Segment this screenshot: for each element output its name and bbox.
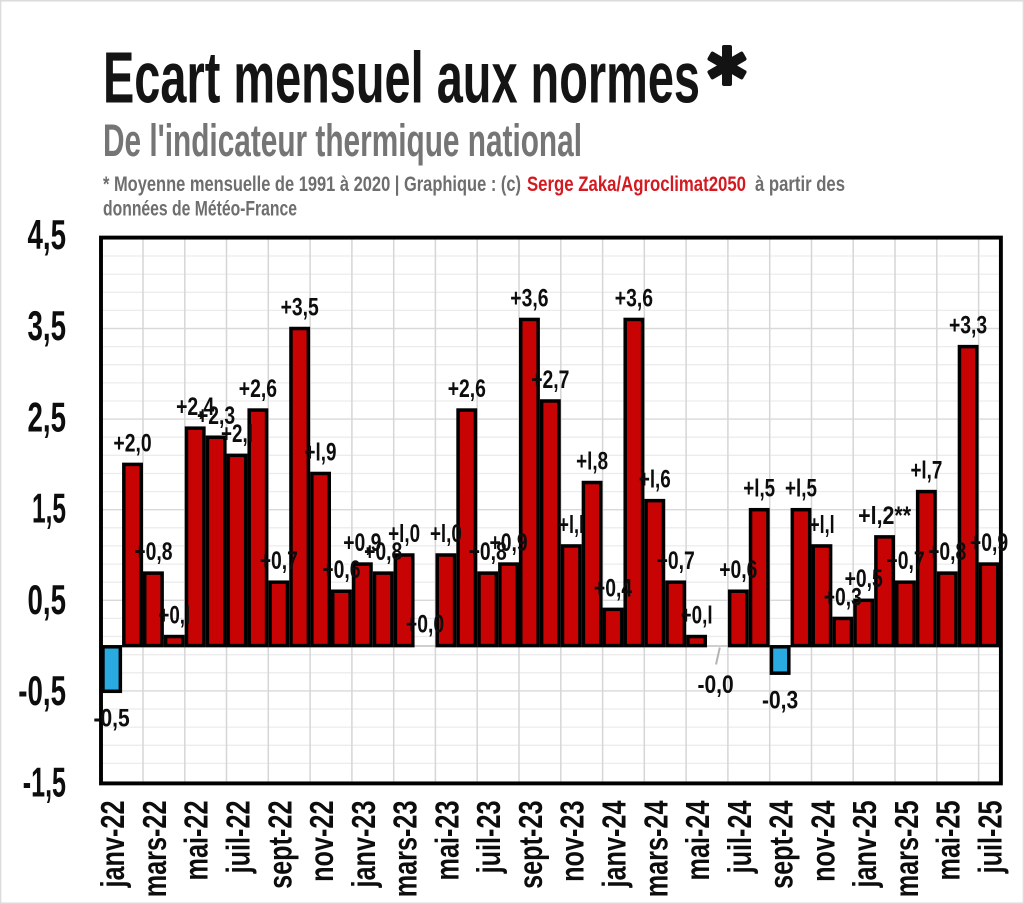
svg-text:mars-23: mars-23 [387,801,424,898]
svg-text:mars-22: mars-22 [136,801,173,898]
svg-text:+l,l: +l,l [558,511,584,539]
svg-text:+0,5: +0,5 [845,565,883,593]
svg-text:3,5: 3,5 [28,302,67,349]
svg-text:sept-23: sept-23 [512,801,549,889]
svg-text:+0,4: +0,4 [594,574,632,602]
svg-text:données de Météo-France: données de Météo-France [103,198,297,221]
svg-text:-0,3: -0,3 [762,686,798,714]
svg-text:+3,5: +3,5 [281,293,319,321]
svg-text:mai-22: mai-22 [178,801,215,881]
svg-text:+3,6: +3,6 [510,284,548,312]
svg-text:juil-25: juil-25 [972,801,1009,875]
svg-text:Ecart mensuel aux normes: Ecart mensuel aux normes [103,39,700,119]
svg-text:+2,0: +2,0 [113,429,151,457]
svg-text:nov-24: nov-24 [804,800,841,882]
svg-text:Serge Zaka/Agroclimat2050: Serge Zaka/Agroclimat2050 [527,173,746,196]
svg-text:+2,4: +2,4 [176,393,214,421]
svg-text:+0,l: +0,l [681,601,713,629]
svg-text:+l,5: +l,5 [785,475,817,503]
svg-text:4,5: 4,5 [28,211,67,258]
svg-text:janv-24: janv-24 [596,800,633,888]
svg-text:+l,8: +l,8 [576,447,608,475]
svg-text:-0,5: -0,5 [94,705,130,733]
svg-text:-0,5: -0,5 [18,667,66,714]
svg-text:+0,7: +0,7 [657,547,695,575]
svg-text:mai-24: mai-24 [679,800,716,880]
svg-text:+0,7: +0,7 [260,547,298,575]
svg-text:+0,8: +0,8 [928,538,966,566]
svg-text:0,5: 0,5 [28,576,67,623]
svg-text:juil-24: juil-24 [721,800,758,874]
svg-text:+0,8: +0,8 [364,538,402,566]
svg-text:De l'indicateur thermique nati: De l'indicateur thermique national [103,115,582,166]
svg-text:+0,9: +0,9 [970,529,1008,557]
svg-text:+0,3: +0,3 [824,583,862,611]
svg-text:+0,9: +0,9 [343,529,381,557]
svg-text:mars-24: mars-24 [637,800,674,897]
svg-text:+l,5: +l,5 [743,475,775,503]
svg-text:+l,6: +l,6 [639,466,671,494]
svg-text:juil-22: juil-22 [220,801,257,875]
svg-text:2,5: 2,5 [28,393,67,440]
svg-text:+2,6: +2,6 [239,375,277,403]
svg-text:-0,0: -0,0 [698,671,734,699]
svg-text:+0,0: +0,0 [406,611,444,639]
svg-text:+0,6: +0,6 [322,556,360,584]
svg-text:+0,8: +0,8 [469,538,507,566]
svg-text:sept-24: sept-24 [763,800,800,889]
svg-text:mai-23: mai-23 [428,801,465,881]
svg-text:-1,5: -1,5 [23,759,66,806]
svg-text:+2,l: +2,l [221,420,253,448]
svg-text:janv-25: janv-25 [846,801,883,889]
svg-text:+l,2**: +l,2** [858,502,911,530]
svg-text:+3,6: +3,6 [615,284,653,312]
svg-text:+l,0: +l,0 [430,520,462,548]
svg-text:+2,7: +2,7 [531,366,569,394]
svg-text:juil-23: juil-23 [470,801,507,875]
svg-text:+2,6: +2,6 [448,375,486,403]
svg-text:mai-25: mai-25 [930,801,967,881]
svg-text:sept-22: sept-22 [261,801,298,889]
svg-text:à partir des: à partir des [755,173,845,196]
svg-text:+0,7: +0,7 [886,547,924,575]
svg-text:+0,8: +0,8 [134,538,172,566]
svg-text:janv-22: janv-22 [94,801,131,889]
svg-text:nov-23: nov-23 [554,801,591,882]
svg-text:+2,3: +2,3 [197,402,235,430]
svg-text:* Moyenne mensuelle de 1991 à: * Moyenne mensuelle de 1991 à 2020 | Gra… [103,173,521,196]
svg-text:+l,9: +l,9 [305,438,337,466]
svg-text:nov-22: nov-22 [303,801,340,882]
svg-text:+0,6: +0,6 [719,556,757,584]
svg-text:janv-23: janv-23 [345,801,382,889]
svg-text:mars-25: mars-25 [888,801,925,898]
svg-text:+3,3: +3,3 [949,312,987,340]
svg-text:+0,9: +0,9 [490,529,528,557]
svg-text:+l,l: +l,l [809,511,835,539]
svg-text:+l,7: +l,7 [910,457,942,485]
svg-text:+l,0: +l,0 [388,520,420,548]
svg-text:1,5: 1,5 [32,485,66,532]
svg-text:+0,l: +0,l [158,601,190,629]
